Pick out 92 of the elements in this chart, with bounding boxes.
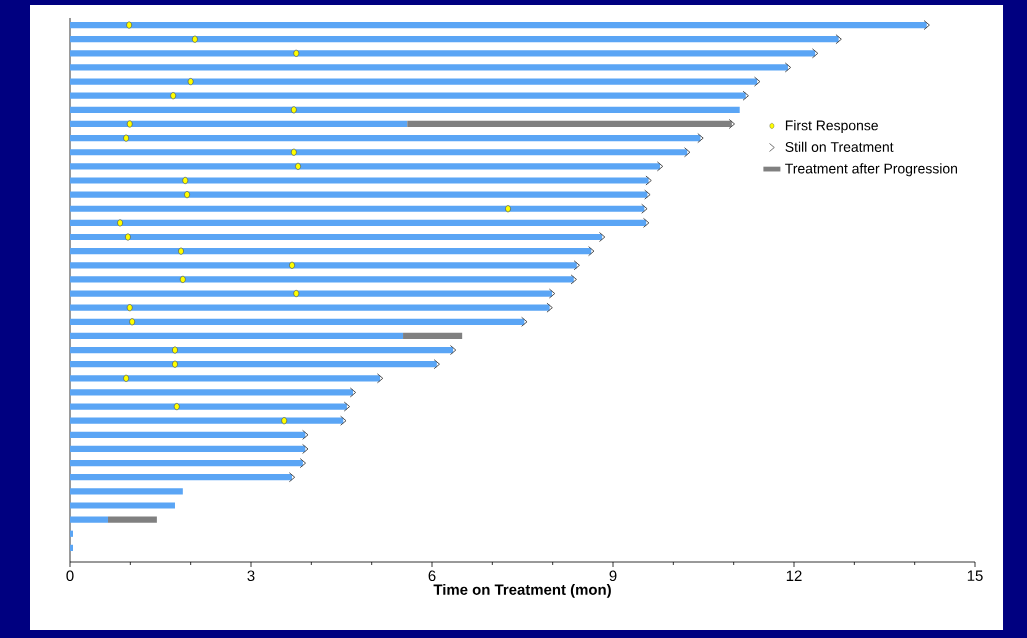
bar xyxy=(70,361,437,368)
point xyxy=(449,345,457,356)
bar xyxy=(407,120,732,128)
bar xyxy=(70,445,306,453)
bar xyxy=(70,290,553,297)
bar xyxy=(70,403,347,410)
bar xyxy=(70,205,645,212)
point xyxy=(179,275,186,283)
point xyxy=(784,62,792,73)
bar xyxy=(70,78,758,85)
bar xyxy=(70,544,74,551)
bar xyxy=(70,459,303,467)
x-tick-label: 3 xyxy=(247,570,255,582)
bar xyxy=(70,248,592,255)
point xyxy=(343,401,351,412)
point xyxy=(126,304,133,312)
bar xyxy=(70,106,740,113)
point xyxy=(170,92,177,100)
point xyxy=(172,360,178,368)
point xyxy=(187,78,194,86)
point xyxy=(656,161,664,172)
bar xyxy=(70,36,839,43)
bar xyxy=(70,191,648,198)
bar xyxy=(70,332,404,340)
x-axis-title: Time on Treatment (mon) xyxy=(433,583,611,598)
bar xyxy=(70,488,183,495)
point xyxy=(288,472,296,483)
bar xyxy=(70,21,927,29)
bar xyxy=(70,163,661,170)
x-tick-label: 6 xyxy=(428,570,436,582)
point xyxy=(123,374,129,382)
bar xyxy=(70,389,353,396)
bar xyxy=(70,233,603,241)
legend-label: Treatment after Progression xyxy=(785,163,957,177)
point xyxy=(433,359,441,370)
x-tick-label: 15 xyxy=(967,570,983,581)
point xyxy=(192,35,198,43)
bar xyxy=(70,177,649,184)
bar xyxy=(70,120,408,128)
point xyxy=(173,403,180,411)
point xyxy=(293,49,300,57)
x-tick-label: 12 xyxy=(786,570,802,581)
legend-label: First Response xyxy=(785,120,878,134)
x-tick-label: 0 xyxy=(66,570,74,582)
point xyxy=(293,290,300,298)
point xyxy=(123,134,129,142)
point xyxy=(811,48,819,59)
bar xyxy=(70,276,574,283)
bar xyxy=(70,516,109,523)
legend-label: Still on Treatment xyxy=(785,141,894,152)
point xyxy=(290,148,297,156)
point xyxy=(125,233,131,241)
bar xyxy=(70,50,816,57)
point xyxy=(598,232,606,243)
point xyxy=(295,162,301,170)
point xyxy=(129,318,136,326)
point xyxy=(299,458,307,469)
bar xyxy=(70,530,74,537)
bar xyxy=(70,474,293,481)
bar xyxy=(70,318,525,325)
point xyxy=(281,417,288,425)
bar xyxy=(70,262,577,269)
bar xyxy=(70,431,306,438)
point xyxy=(172,346,178,354)
point xyxy=(182,176,189,184)
point xyxy=(548,288,556,299)
point xyxy=(184,191,190,199)
bar xyxy=(70,149,688,156)
bar xyxy=(70,219,647,226)
bar xyxy=(70,135,701,142)
bar xyxy=(70,375,381,382)
point xyxy=(289,261,295,269)
point xyxy=(376,373,384,384)
point xyxy=(178,247,184,255)
point xyxy=(728,118,736,129)
point xyxy=(349,387,357,398)
point xyxy=(117,219,123,227)
bar xyxy=(70,502,175,509)
bar xyxy=(70,92,746,99)
point xyxy=(642,217,650,228)
point xyxy=(126,120,133,128)
x-tick-label: 9 xyxy=(609,570,617,582)
bar xyxy=(70,417,344,424)
point xyxy=(290,106,297,114)
bar xyxy=(70,346,454,354)
bar xyxy=(70,304,550,311)
bar xyxy=(403,332,463,340)
point xyxy=(505,205,511,213)
point xyxy=(126,21,132,29)
bar xyxy=(70,64,788,71)
point xyxy=(573,260,581,271)
bar xyxy=(108,516,157,523)
